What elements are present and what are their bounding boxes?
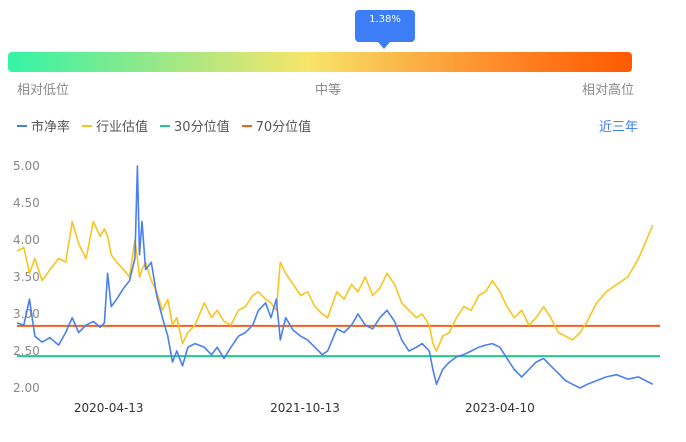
legend-swatch-industry (82, 124, 93, 127)
x-axis-ticks: 2020-04-13 2021-10-13 2023-04-10 (74, 401, 535, 415)
legend-label-p70: 70分位值 (255, 120, 312, 135)
chart-legend: 市净率 行业估值 30分位值 70分位值 (17, 116, 311, 135)
gauge-high-label: 相对高位 (582, 83, 635, 98)
legend-item-industry[interactable]: 行业估值 (82, 116, 148, 135)
legend-swatch-p30 (160, 124, 171, 127)
y-tick-label: 4.00 (13, 233, 40, 247)
legend-item-p70[interactable]: 70分位值 (241, 116, 312, 135)
y-tick-label: 2.00 (13, 381, 40, 395)
legend-swatch-pb (17, 124, 27, 127)
y-tick-label: 4.50 (13, 196, 40, 210)
legend-label-pb: 市净率 (31, 120, 71, 135)
tooltip-pointer (378, 42, 390, 49)
x-tick-label: 2021-10-13 (270, 401, 340, 415)
percentile-tooltip: 1.38% (355, 10, 415, 42)
legend-item-p30[interactable]: 30分位值 (160, 116, 230, 135)
legend-item-pb[interactable]: 市净率 (17, 116, 70, 135)
x-tick-label: 2023-04-10 (465, 401, 535, 415)
legend-swatch-p70 (241, 124, 252, 127)
time-range-button[interactable]: 近三年 (599, 120, 639, 135)
series-lines (16, 165, 660, 389)
valuation-gauge-bar (8, 52, 632, 72)
gauge-mid-label: 中等 (315, 83, 342, 98)
x-tick-label: 2020-04-13 (74, 401, 144, 415)
gauge-low-label: 相对低位 (17, 83, 70, 98)
y-tick-label: 5.00 (13, 159, 40, 173)
legend-label-p30: 30分位值 (174, 120, 230, 135)
y-tick-label: 2.50 (13, 344, 40, 358)
y-tick-label: 3.50 (13, 270, 40, 284)
y-axis-ticks: 5.004.504.003.503.002.502.00 (13, 159, 40, 395)
industry-line (16, 220, 654, 352)
pb-line (16, 165, 654, 389)
legend-label-industry: 行业估值 (96, 120, 149, 135)
